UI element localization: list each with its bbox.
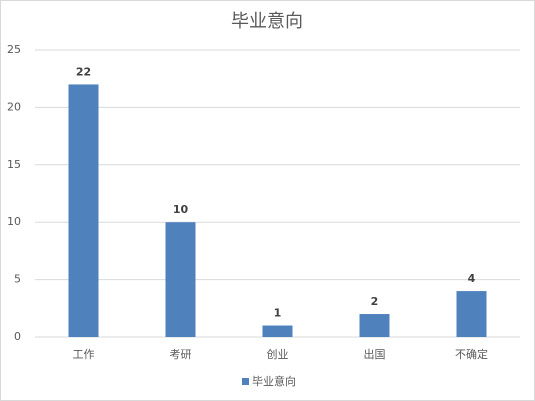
data-label: 10	[173, 203, 189, 216]
x-tick-label: 考研	[170, 348, 192, 361]
y-tick-label: 0	[14, 330, 21, 343]
chart-title: 毕业意向	[231, 11, 303, 32]
bar	[262, 325, 293, 337]
y-tick-label: 25	[7, 43, 21, 56]
bar	[456, 291, 487, 337]
data-label: 22	[76, 65, 91, 78]
y-tick-label: 15	[7, 158, 21, 171]
data-label: 4	[468, 272, 476, 285]
data-label: 1	[274, 307, 282, 320]
y-tick-label: 5	[14, 273, 21, 286]
legend-marker	[242, 378, 249, 385]
legend-label: 毕业意向	[252, 374, 296, 388]
x-tick-label: 创业	[267, 348, 289, 361]
bar	[165, 222, 196, 337]
bar	[68, 84, 99, 337]
data-label: 2	[371, 295, 379, 308]
y-tick-label: 10	[7, 215, 21, 228]
y-tick-label: 20	[7, 100, 21, 113]
bar	[359, 314, 390, 337]
x-tick-label: 出国	[364, 347, 386, 361]
x-tick-label: 不确定	[455, 347, 488, 361]
x-tick-label: 工作	[73, 348, 95, 361]
